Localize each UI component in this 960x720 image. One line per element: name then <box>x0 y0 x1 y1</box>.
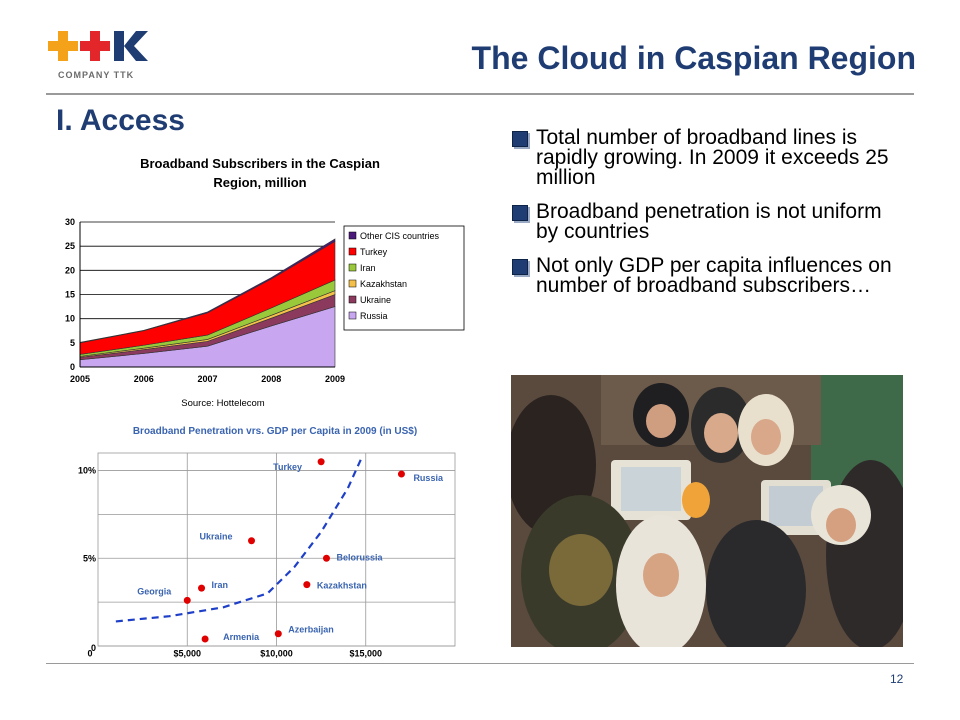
chart2-x-tick-label: $10,000 <box>260 648 293 658</box>
square-bullet-icon <box>512 131 528 147</box>
square-bullet-icon <box>512 259 528 275</box>
logo-plus-orange-icon <box>48 31 78 61</box>
bottom-divider <box>46 663 914 664</box>
chart1-legend-label: Ukraine <box>360 295 391 305</box>
chart2-point-label: Armenia <box>223 632 260 642</box>
company-logo <box>48 31 148 61</box>
chart1-legend-label: Russia <box>360 311 388 321</box>
chart2-point-ukraine <box>248 537 256 545</box>
chart2-x-tick-label: $15,000 <box>349 648 382 658</box>
chart1-area-other-cis-countries <box>79 238 336 344</box>
chart1-legend-swatch <box>348 247 357 256</box>
chart1-legend-label: Other CIS countries <box>360 231 440 241</box>
chart1-legend-swatch <box>348 311 357 320</box>
bullet-item: Not only GDP per capita influences on nu… <box>512 254 907 297</box>
chart2-y-tick-label: 0 <box>91 643 96 653</box>
chart2-x-tick-label: 0 <box>87 648 92 658</box>
chart2-point-label: Iran <box>212 580 229 590</box>
chart2-trend-line <box>115 456 364 623</box>
chart2-point-label: Turkey <box>273 462 302 472</box>
chart1-y-tick-label: 10 <box>65 314 75 324</box>
broadband-subscribers-chart: Broadband Subscribers in the Caspian Reg… <box>65 156 465 409</box>
bullet-item: Total number of broadband lines is rapid… <box>512 126 907 189</box>
chart1-y-tick-label: 25 <box>65 241 75 251</box>
bullet-text: Total number of broadband lines is rapid… <box>536 126 889 189</box>
chart1-legend-swatch <box>348 295 357 304</box>
chart1-legend <box>343 225 465 331</box>
chart2-point-azerbaijan <box>274 630 282 638</box>
chart1-x-tick-label: 2006 <box>134 374 154 384</box>
bullet-list: Total number of broadband lines is rapid… <box>512 126 907 310</box>
slide-title: The Cloud in Caspian Region <box>471 40 916 76</box>
chart1-legend-swatch <box>348 279 357 288</box>
chart2-y-tick-label: 10% <box>78 466 96 476</box>
chart2-title: Broadband Penetration vrs. GDP per Capit… <box>133 426 417 437</box>
bullet-item: Broadband penetration is not uniform by … <box>512 200 907 243</box>
chart2-point-kazakhstan <box>303 581 311 589</box>
chart2-point-label: Belorussia <box>336 552 383 562</box>
chart2-point-label: Russia <box>413 473 444 483</box>
chart1-y-tick-label: 30 <box>65 217 75 227</box>
bullet-text: Not only GDP per capita influences on nu… <box>536 254 892 297</box>
chart2-point-belorussia <box>322 554 330 562</box>
chart1-x-tick-label: 2007 <box>197 374 217 384</box>
chart2-point-label: Georgia <box>137 586 172 596</box>
chart1-legend-label: Turkey <box>360 247 388 257</box>
chart1-source: Source: Hottelecom <box>181 398 265 409</box>
chart1-x-tick-label: 2009 <box>325 374 345 384</box>
logo-subtitle: COMPANY TTK <box>58 70 135 80</box>
chart2-point-label: Kazakhstan <box>317 581 367 591</box>
chart2-y-tick-label: 5% <box>83 553 96 563</box>
chart1-x-tick-label: 2005 <box>70 374 90 384</box>
chart2-point-turkey <box>317 458 325 466</box>
chart2-point-georgia <box>183 596 191 604</box>
chart2-point-label: Azerbaijan <box>288 625 334 635</box>
chart1-y-tick-label: 5 <box>70 338 75 348</box>
chart2-point-label: Ukraine <box>200 532 233 542</box>
chart1-legend-label: Iran <box>360 263 376 273</box>
logo-k-icon <box>114 31 148 61</box>
bullet-text: Broadband penetration is not uniform by … <box>536 200 882 243</box>
chart1-legend-label: Kazakhstan <box>360 279 407 289</box>
chart2-x-tick-label: $5,000 <box>173 648 201 658</box>
chart1-legend-swatch <box>348 263 357 272</box>
chart2-point-armenia <box>201 635 209 643</box>
page-number: 12 <box>890 672 904 686</box>
chart1-title-line1: Broadband Subscribers in the Caspian <box>140 156 380 171</box>
chart2-point-iran <box>198 584 206 592</box>
chart1-x-tick-label: 2008 <box>261 374 281 384</box>
top-divider <box>46 93 914 95</box>
penetration-vs-gdp-chart: Broadband Penetration vrs. GDP per Capit… <box>78 426 456 658</box>
classroom-photo <box>511 375 903 647</box>
chart1-y-tick-label: 15 <box>65 290 75 300</box>
chart1-y-tick-label: 0 <box>70 362 75 372</box>
square-bullet-icon <box>512 205 528 221</box>
logo-plus-red-icon <box>80 31 110 61</box>
chart1-legend-swatch <box>348 231 357 240</box>
chart2-point-russia <box>397 470 405 478</box>
chart1-title-line2: Region, million <box>213 175 306 190</box>
section-heading: I. Access <box>56 104 185 137</box>
chart1-y-tick-label: 20 <box>65 265 75 275</box>
